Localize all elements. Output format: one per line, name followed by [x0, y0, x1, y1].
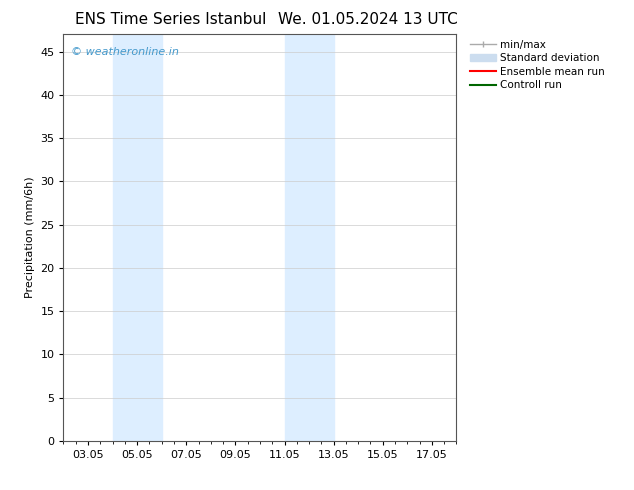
Text: © weatheronline.in: © weatheronline.in: [71, 47, 179, 56]
Text: We. 01.05.2024 13 UTC: We. 01.05.2024 13 UTC: [278, 12, 458, 27]
Bar: [285, 34, 333, 441]
Text: ENS Time Series Istanbul: ENS Time Series Istanbul: [75, 12, 267, 27]
Legend: min/max, Standard deviation, Ensemble mean run, Controll run: min/max, Standard deviation, Ensemble me…: [470, 40, 604, 91]
Y-axis label: Precipitation (mm/6h): Precipitation (mm/6h): [25, 177, 35, 298]
Bar: [113, 34, 162, 441]
